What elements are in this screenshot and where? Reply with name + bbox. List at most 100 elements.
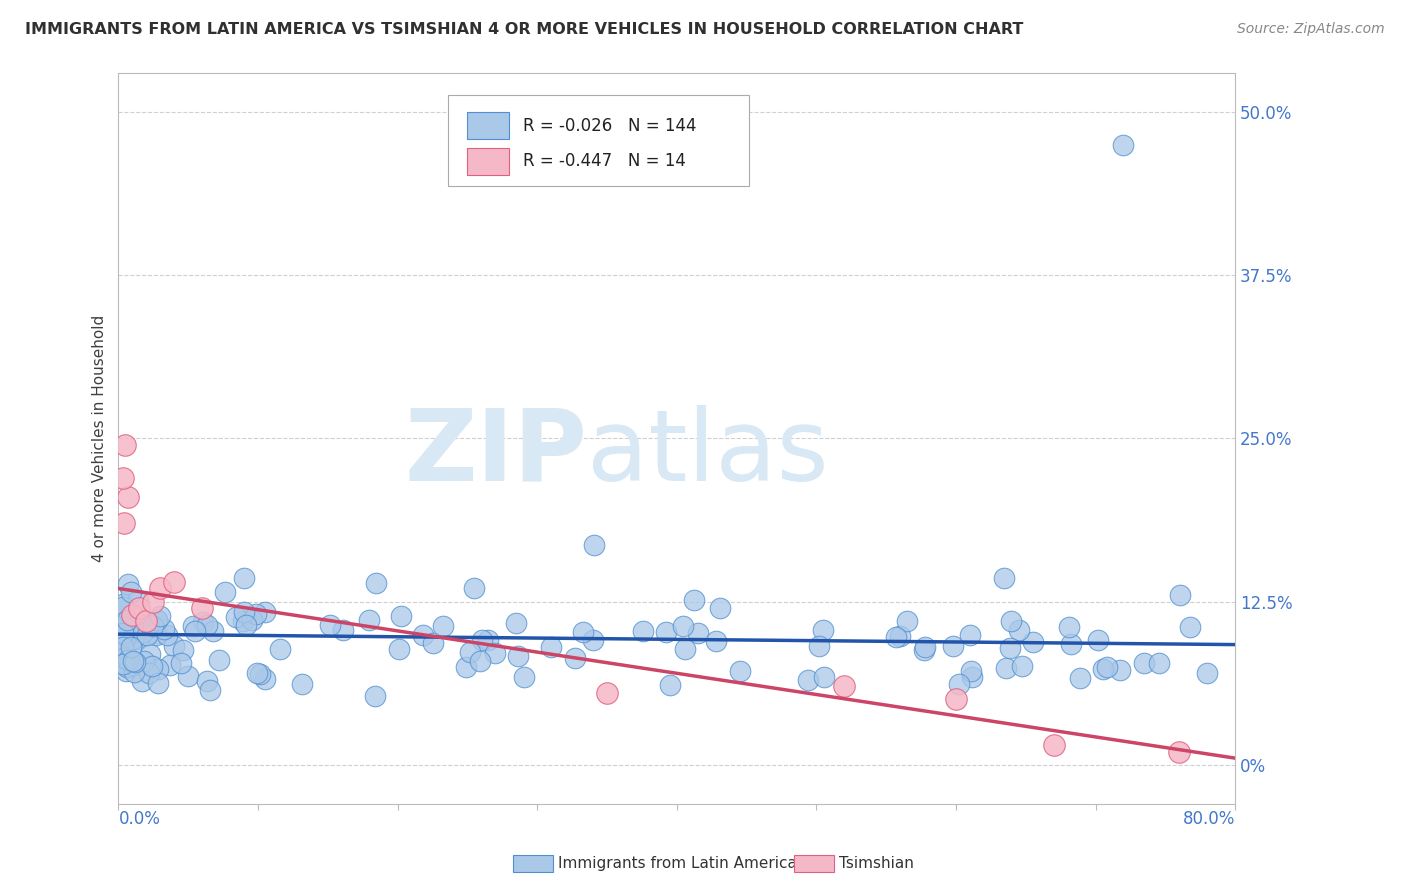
- Point: [655, 625, 678, 640]
- Point: [245, 607, 267, 621]
- Point: [232, 605, 254, 619]
- Point: [214, 585, 236, 599]
- Text: R = -0.447   N = 14: R = -0.447 N = 14: [523, 153, 686, 170]
- Point: [159, 657, 181, 672]
- Point: [672, 619, 695, 633]
- Point: [138, 647, 160, 661]
- Bar: [467, 112, 509, 139]
- Point: [1022, 635, 1045, 649]
- Point: [146, 614, 169, 628]
- Point: [146, 676, 169, 690]
- Point: [1060, 637, 1083, 651]
- Text: Immigrants from Latin America: Immigrants from Latin America: [558, 856, 797, 871]
- Point: [117, 576, 139, 591]
- Point: [948, 677, 970, 691]
- Point: [132, 624, 155, 639]
- Point: [138, 666, 160, 681]
- Point: [1168, 745, 1191, 759]
- Point: [114, 621, 136, 635]
- Point: [564, 650, 586, 665]
- Point: [477, 632, 499, 647]
- Point: [127, 593, 149, 607]
- Text: 80.0%: 80.0%: [1182, 810, 1234, 829]
- Point: [332, 623, 354, 637]
- Point: [432, 619, 454, 633]
- Point: [122, 631, 145, 645]
- Point: [121, 632, 143, 646]
- Point: [912, 643, 935, 657]
- Text: IMMIGRANTS FROM LATIN AMERICA VS TSIMSHIAN 4 OR MORE VEHICLES IN HOUSEHOLD CORRE: IMMIGRANTS FROM LATIN AMERICA VS TSIMSHI…: [25, 22, 1024, 37]
- Point: [201, 624, 224, 638]
- Point: [1147, 656, 1170, 670]
- Point: [198, 683, 221, 698]
- Point: [120, 585, 142, 599]
- Point: [357, 614, 380, 628]
- Point: [121, 607, 143, 622]
- Point: [115, 648, 138, 663]
- Point: [631, 624, 654, 638]
- Point: [1097, 660, 1119, 674]
- Point: [508, 649, 530, 664]
- Point: [942, 640, 965, 654]
- Point: [114, 634, 136, 648]
- Point: [122, 620, 145, 634]
- Point: [131, 674, 153, 689]
- Point: [387, 642, 409, 657]
- Point: [1195, 666, 1218, 681]
- Point: [111, 470, 134, 484]
- Point: [115, 659, 138, 673]
- Point: [149, 609, 172, 624]
- Point: [389, 609, 412, 624]
- Point: [945, 692, 967, 706]
- Point: [366, 575, 388, 590]
- Point: [184, 624, 207, 639]
- Y-axis label: 4 or more Vehicles in Household: 4 or more Vehicles in Household: [93, 315, 107, 562]
- Text: R = -0.026   N = 144: R = -0.026 N = 144: [523, 117, 696, 135]
- Point: [246, 666, 269, 681]
- Point: [1087, 633, 1109, 648]
- Point: [998, 640, 1021, 655]
- Point: [706, 633, 728, 648]
- Point: [115, 629, 138, 643]
- Point: [170, 656, 193, 670]
- Point: [117, 490, 139, 504]
- Point: [163, 574, 186, 589]
- Point: [176, 669, 198, 683]
- Point: [811, 624, 834, 638]
- Point: [1180, 620, 1202, 634]
- Point: [172, 642, 194, 657]
- Point: [121, 640, 143, 654]
- Point: [111, 604, 134, 618]
- Point: [115, 613, 138, 627]
- Point: [114, 665, 136, 679]
- Point: [181, 619, 204, 633]
- Point: [412, 627, 434, 641]
- Point: [513, 670, 536, 684]
- Point: [141, 659, 163, 673]
- Point: [142, 594, 165, 608]
- Point: [730, 664, 752, 678]
- FancyBboxPatch shape: [449, 95, 749, 186]
- Point: [127, 632, 149, 647]
- Point: [540, 640, 562, 654]
- Point: [688, 625, 710, 640]
- Point: [145, 628, 167, 642]
- Point: [1042, 738, 1064, 752]
- Point: [249, 667, 271, 681]
- Text: 0.0%: 0.0%: [118, 810, 160, 829]
- Point: [145, 626, 167, 640]
- Point: [1168, 588, 1191, 602]
- Point: [1108, 663, 1130, 677]
- Point: [659, 678, 682, 692]
- Point: [235, 618, 257, 632]
- Point: [471, 633, 494, 648]
- Point: [1133, 656, 1156, 670]
- Point: [124, 655, 146, 669]
- Point: [117, 653, 139, 667]
- Point: [959, 628, 981, 642]
- Point: [208, 653, 231, 667]
- Point: [291, 677, 314, 691]
- Point: [132, 654, 155, 668]
- Point: [156, 627, 179, 641]
- Point: [225, 609, 247, 624]
